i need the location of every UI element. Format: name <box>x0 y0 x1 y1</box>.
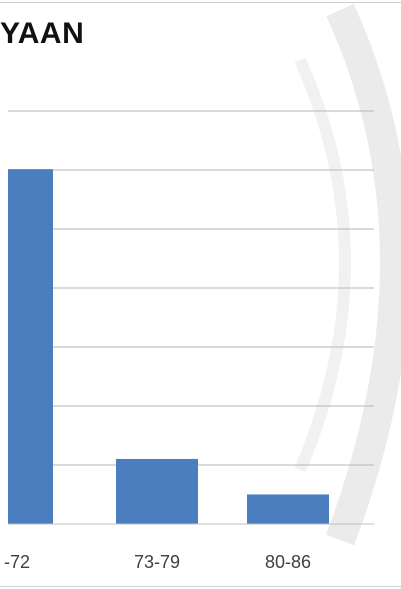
bars <box>8 169 329 524</box>
x-tick-labels: -72 73-79 80-86 <box>4 552 311 572</box>
x-tick-label: 80-86 <box>265 552 311 572</box>
x-tick-label: 73-79 <box>134 552 180 572</box>
top-border <box>0 2 401 3</box>
bar-2 <box>116 458 198 524</box>
chart-title: YAAN <box>0 17 85 50</box>
watermark-logo <box>294 3 401 546</box>
bar-1 <box>8 169 53 524</box>
x-tick-label: -72 <box>4 552 30 572</box>
bar-3 <box>247 494 329 524</box>
bottom-border <box>0 586 401 587</box>
